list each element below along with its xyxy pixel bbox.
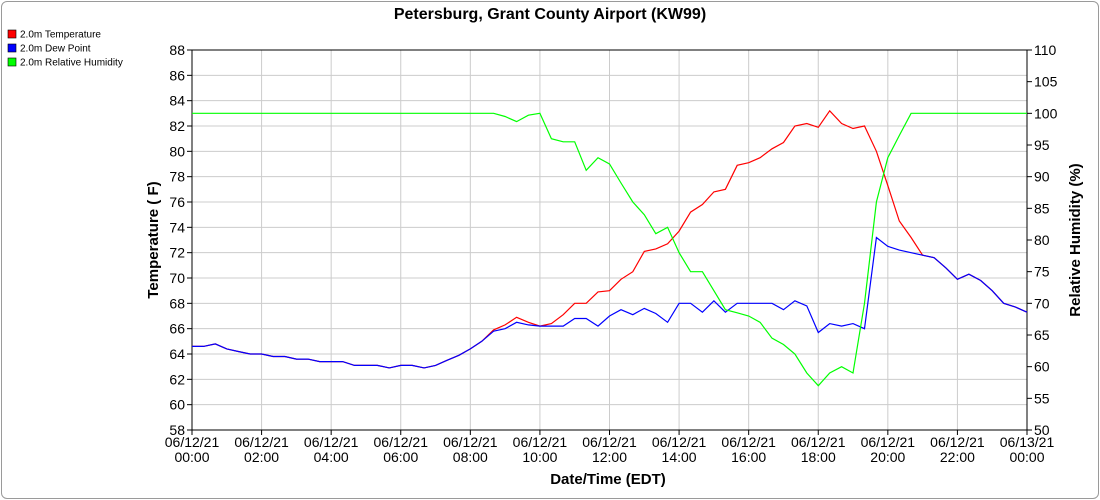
x-tick-label-time: 00:00 <box>174 449 209 465</box>
chart-title: Petersburg, Grant County Airport (KW99) <box>394 6 706 23</box>
x-tick-label-time: 16:00 <box>731 449 766 465</box>
x-tick-label-time: 02:00 <box>244 449 279 465</box>
y2-tick-label: 90 <box>1034 169 1050 185</box>
x-tick-label-date: 06/12/21 <box>930 434 985 450</box>
x-axis-label: Date/Time (EDT) <box>550 471 666 488</box>
y-tick-label: 74 <box>169 219 185 235</box>
x-tick-label-time: 20:00 <box>870 449 905 465</box>
y-tick-label: 88 <box>169 42 185 58</box>
y2-axis-label: Relative Humidity (%) <box>1067 163 1084 316</box>
legend-swatch <box>7 57 17 67</box>
x-tick-label-time: 14:00 <box>662 449 697 465</box>
y2-tick-label: 110 <box>1034 42 1057 58</box>
x-tick-label-time: 18:00 <box>801 449 836 465</box>
legend-label: 2.0m Relative Humidity <box>20 58 123 69</box>
legend-swatch <box>7 29 17 39</box>
x-tick-label-time: 04:00 <box>314 449 349 465</box>
x-tick-label-date: 06/13/21 <box>1000 434 1055 450</box>
y-tick-label: 80 <box>169 143 185 159</box>
x-tick-label-time: 10:00 <box>522 449 557 465</box>
x-tick-label-date: 06/12/21 <box>861 434 916 450</box>
grid-lines <box>191 49 1028 431</box>
x-tick-label-time: 06:00 <box>383 449 418 465</box>
y-tick-label: 62 <box>169 371 185 387</box>
y2-tick-label: 65 <box>1034 327 1050 343</box>
y-tick-label: 58 <box>169 422 185 438</box>
x-tick-label-time: 08:00 <box>453 449 488 465</box>
x-tick-label-date: 06/12/21 <box>443 434 498 450</box>
legend-label: 2.0m Dew Point <box>20 44 91 55</box>
series-lines <box>192 109 1028 387</box>
x-tick-label-date: 06/12/21 <box>721 434 776 450</box>
x-tick-label-time: 22:00 <box>940 449 975 465</box>
series-line-2-0m-dew-point <box>192 236 1028 369</box>
x-tick-label-date: 06/12/21 <box>513 434 568 450</box>
x-tick-label-date: 06/12/21 <box>165 434 220 450</box>
y2-tick-label: 70 <box>1034 295 1050 311</box>
x-tick-label-date: 06/12/21 <box>374 434 429 450</box>
y-tick-label: 76 <box>169 194 185 210</box>
x-tick-label-time: 12:00 <box>592 449 627 465</box>
y2-tick-label: 80 <box>1034 232 1050 248</box>
legend-label: 2.0m Temperature <box>20 30 101 41</box>
y-axis-label: Temperature ( F) <box>145 181 162 298</box>
y2-tick-label: 55 <box>1034 390 1050 406</box>
y-tick-label: 68 <box>169 295 185 311</box>
y-tick-label: 64 <box>169 346 185 362</box>
y-tick-label: 70 <box>169 270 185 286</box>
x-tick-label-date: 06/12/21 <box>234 434 289 450</box>
y-tick-label: 72 <box>169 245 185 261</box>
y-tick-label: 82 <box>169 118 185 134</box>
y2-tick-label: 105 <box>1034 74 1058 90</box>
y2-tick-label: 85 <box>1034 200 1050 216</box>
x-tick-label-time: 00:00 <box>1009 449 1044 465</box>
series-line-2-0m-relative-humidity <box>192 112 1027 387</box>
legend: 2.0m Temperature 2.0m Dew Point 2.0m Relat… <box>7 29 123 69</box>
y2-tick-label: 75 <box>1034 264 1050 280</box>
plot-border <box>191 49 1028 431</box>
y-tick-label: 60 <box>169 397 185 413</box>
x-tick-label-date: 06/12/21 <box>791 434 846 450</box>
y2-tick-label: 100 <box>1034 105 1058 121</box>
y-tick-label: 78 <box>169 169 185 185</box>
x-tick-label-date: 06/12/21 <box>304 434 359 450</box>
y2-tick-label: 50 <box>1034 422 1050 438</box>
y-tick-label: 84 <box>169 93 185 109</box>
x-tick-label-date: 06/12/21 <box>582 434 637 450</box>
axes: 58 60 62 64 66 68 70 72 74 76 78 80 82 84 86 88 50 55 60 65… <box>165 42 1058 465</box>
y-tick-label: 66 <box>169 321 185 337</box>
y2-tick-label: 60 <box>1034 359 1050 375</box>
y-tick-label: 86 <box>169 67 185 83</box>
y2-tick-label: 95 <box>1034 137 1050 153</box>
x-tick-label-date: 06/12/21 <box>652 434 707 450</box>
legend-swatch <box>7 43 17 53</box>
